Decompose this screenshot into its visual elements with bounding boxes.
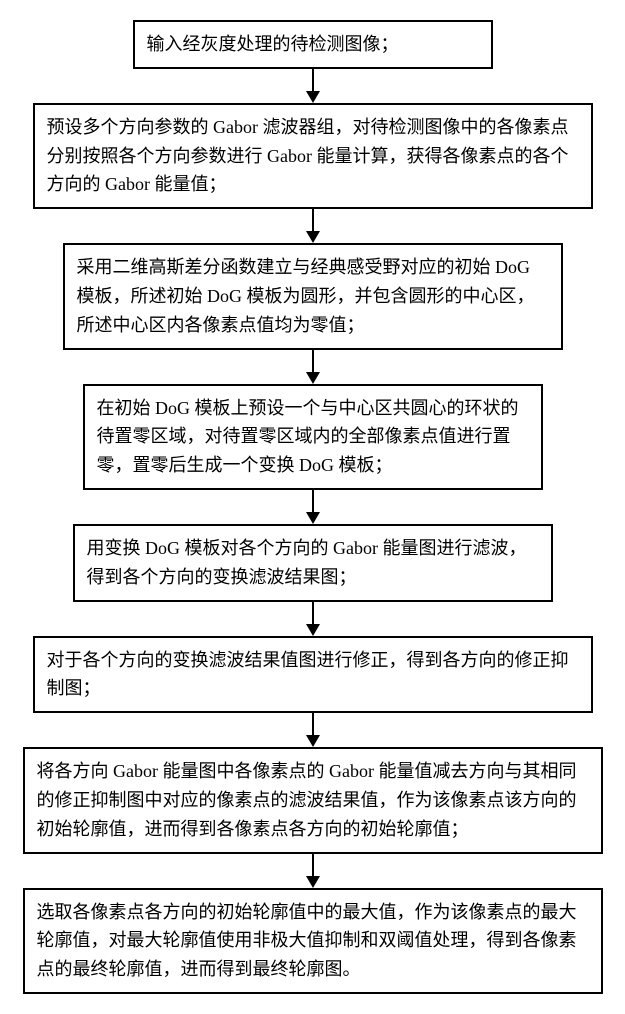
flow-arrow — [306, 713, 320, 747]
flowchart-container: 输入经灰度处理的待检测图像； 预设多个方向参数的 Gabor 滤波器组，对待检测… — [15, 20, 610, 994]
flow-arrow — [306, 69, 320, 103]
flow-node-8: 选取各像素点各方向的初始轮廓值中的最大值，作为该像素点的最大轮廓值，对最大轮廓值… — [23, 888, 603, 994]
arrow-line — [312, 854, 314, 876]
arrow-head-icon — [306, 624, 320, 636]
flow-node-3: 采用二维高斯差分函数建立与经典感受野对应的初始 DoG 模板，所述初始 DoG … — [63, 243, 563, 349]
flow-node-6: 对于各个方向的变换滤波结果值图进行修正，得到各方向的修正抑制图； — [33, 636, 593, 714]
arrow-line — [312, 209, 314, 231]
arrow-head-icon — [306, 91, 320, 103]
flow-node-2: 预设多个方向参数的 Gabor 滤波器组，对待检测图像中的各像素点分别按照各个方… — [33, 103, 593, 209]
arrow-head-icon — [306, 512, 320, 524]
arrow-head-icon — [306, 372, 320, 384]
flow-node-5: 用变换 DoG 模板对各个方向的 Gabor 能量图进行滤波，得到各个方向的变换… — [73, 524, 553, 602]
arrow-line — [312, 69, 314, 91]
arrow-head-icon — [306, 231, 320, 243]
flow-arrow — [306, 350, 320, 384]
flow-node-7: 将各方向 Gabor 能量图中各像素点的 Gabor 能量值减去方向与其相同的修… — [23, 747, 603, 853]
arrow-line — [312, 602, 314, 624]
flow-arrow — [306, 602, 320, 636]
flow-node-1: 输入经灰度处理的待检测图像； — [133, 20, 493, 69]
arrow-line — [312, 713, 314, 735]
flow-arrow — [306, 490, 320, 524]
flow-arrow — [306, 854, 320, 888]
flow-node-4: 在初始 DoG 模板上预设一个与中心区共圆心的环状的待置零区域，对待置零区域内的… — [83, 384, 543, 490]
arrow-line — [312, 350, 314, 372]
flow-arrow — [306, 209, 320, 243]
arrow-head-icon — [306, 876, 320, 888]
arrow-head-icon — [306, 735, 320, 747]
arrow-line — [312, 490, 314, 512]
